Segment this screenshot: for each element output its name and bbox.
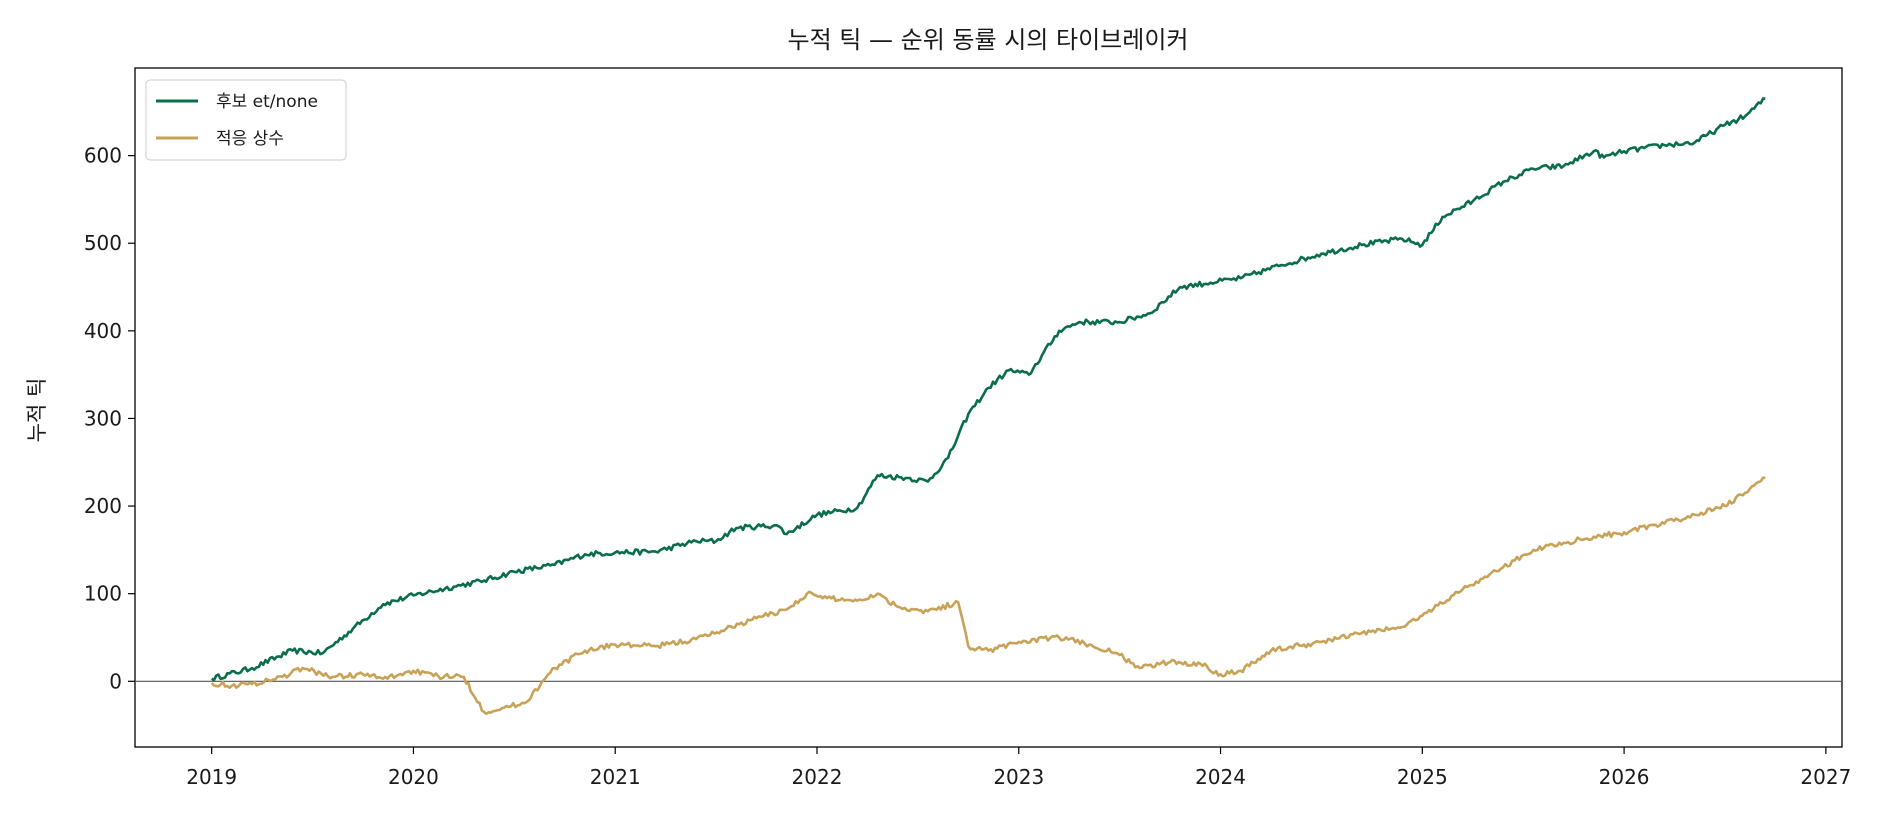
y-axis-label: 누적 틱 [25,378,49,443]
y-tick-label: 0 [109,669,122,693]
x-tick-label: 2020 [388,765,439,789]
x-tick-label: 2024 [1195,765,1246,789]
y-tick-label: 500 [84,231,122,255]
plot-frame [134,67,1843,748]
x-tick-label: 2025 [1397,765,1448,789]
legend: 후보 et/none 적응 상수 [145,79,347,161]
series-line-2 [210,476,1766,716]
y-tick-label: 200 [84,494,122,518]
x-tick-label: 2019 [186,765,237,789]
x-tick-label: 2022 [792,765,843,789]
plot-area: 0 100 200 300 400 500 600 2019 2020 2021 2022 2023 2… [84,67,1851,789]
legend-label-1: 후보 et/none [216,92,318,112]
y-tick-label: 100 [84,582,122,606]
chart-title: 누적 틱 — 순위 동률 시의 타이브레이커 [788,26,1189,54]
x-tick-label: 2027 [1800,765,1851,789]
x-tick-label: 2021 [590,765,641,789]
y-tick-label: 400 [84,319,122,343]
series-line-1 [210,97,1766,682]
legend-label-2: 적응 상수 [216,129,284,149]
x-tick-label: 2026 [1599,765,1650,789]
y-tick-label: 300 [84,406,122,430]
x-tick-label: 2023 [993,765,1044,789]
y-tick-label: 600 [84,144,122,168]
